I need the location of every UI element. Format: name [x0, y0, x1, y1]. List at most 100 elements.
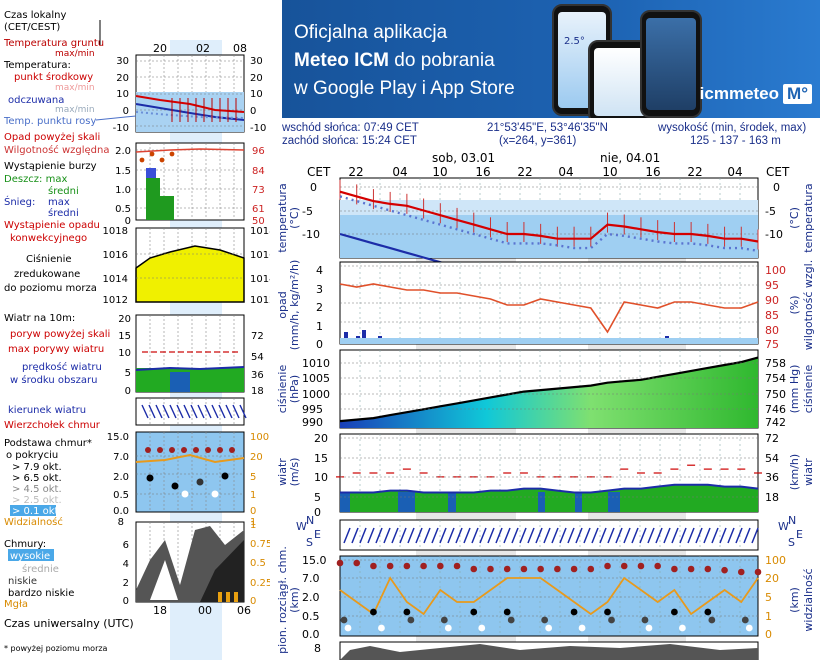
wind-arrow	[471, 527, 479, 544]
pressure-area	[135, 245, 245, 303]
wind-tick-r: 36	[765, 471, 779, 484]
pressure-axis-unit: (hPa)	[288, 375, 301, 403]
rh-line	[135, 148, 245, 153]
precip-tick: 0.5	[115, 204, 131, 215]
hour-tick: 04	[558, 165, 573, 179]
cloud-top-dot	[403, 562, 411, 570]
pressure-axis-unit-r: (mm Hg)	[788, 365, 801, 414]
wind-arrow	[359, 527, 367, 544]
hour-tick: 22	[687, 165, 702, 179]
utc-label: Czas uniwersalny (UTC)	[4, 617, 134, 630]
precip-tick: 1.0	[115, 185, 131, 196]
temp-tick-r: 0	[250, 106, 256, 117]
pressure-tick: 1016	[103, 250, 128, 261]
high-cloud-bg	[8, 549, 54, 561]
visibility-tick: 5	[250, 472, 256, 483]
wind-area-dark	[448, 492, 456, 512]
cloud-base-label2: o pokryciu	[6, 450, 58, 461]
temp-tick: 0	[123, 106, 129, 117]
humidity-label: Wilgotność względna	[4, 144, 109, 156]
temperature-label: Temperatura:	[3, 60, 71, 71]
wind-arrow	[743, 527, 751, 544]
visibility-tick: 5	[765, 591, 772, 604]
pressure-tick: 1014	[103, 274, 128, 285]
convective-label: Wystąpienie opadu	[4, 220, 100, 231]
pressure-tick-r: 754	[765, 372, 786, 385]
okta-label: > 6.5 okt.	[12, 473, 62, 484]
icmmeteo-logo: icmmeteo M°	[700, 84, 812, 104]
pressure-tick: 990	[302, 416, 323, 429]
wind-avg-label2: w środku obszaru	[10, 374, 97, 386]
cloud-area	[340, 644, 758, 660]
cloud-base-dot	[641, 616, 649, 624]
precip-tick: 0	[316, 338, 323, 351]
cloudbase-tick: 2.0	[302, 591, 320, 604]
visibility-tick: 100	[250, 432, 269, 443]
banner-line1: Oficjalna aplikacja	[294, 22, 448, 43]
temp-tick: 10	[116, 89, 129, 100]
bottom-tick: 18	[153, 604, 167, 617]
wind-arrow	[487, 527, 495, 544]
wind-dir-label: kierunek wiatru	[8, 405, 86, 416]
wind-arrow	[647, 527, 655, 544]
rain-mid-label: średni	[48, 185, 79, 197]
cloud-top-dot	[687, 565, 695, 573]
hour-tick: 16	[475, 165, 490, 179]
cloud-top-dot	[217, 447, 223, 453]
compass-label: E	[314, 528, 321, 541]
cloud-base-dot	[171, 482, 179, 490]
pressure-tick-r: 746	[765, 403, 786, 416]
top-tick: 20	[153, 42, 167, 55]
cloud-top-dot	[157, 447, 163, 453]
pressure-tick-r: 1018	[250, 226, 270, 237]
pressure-tick-r: 758	[765, 357, 786, 370]
hour-tick: 22	[517, 165, 532, 179]
pressure-label3: do poziomu morza	[4, 283, 97, 294]
temp-tick-r: 10	[250, 89, 263, 100]
rh-axis-label: wilgotność wzgl.	[802, 260, 815, 350]
wind-arrow	[559, 527, 567, 544]
clouds-tick-r: 1	[250, 520, 256, 531]
cloudbase-tick: 7.0	[113, 452, 129, 463]
rain-bar	[160, 196, 174, 220]
cloud-top-dot	[437, 562, 444, 570]
rh-tick: 50	[252, 216, 265, 227]
cloudbase-tick: 0.5	[113, 490, 129, 501]
okta-bg	[10, 505, 56, 516]
cloud-base-dot	[704, 608, 712, 616]
wind-tick: 10	[314, 471, 328, 484]
cloud-base-dot	[608, 616, 615, 624]
rh-tick: 61	[252, 204, 265, 215]
feels-like-label: odczuwana	[8, 95, 64, 106]
cloudbase-axis-label: pion. rozciągł. chm.	[276, 546, 289, 654]
cloud-base-dot	[671, 608, 678, 616]
mid-cloud-label: średnie	[22, 563, 59, 575]
wind-arrow	[141, 404, 149, 419]
app-banner[interactable]: Oficjalna aplikacja Meteo ICM do pobrani…	[282, 0, 820, 118]
precip-tick: 1.5	[115, 166, 131, 177]
wind-arrow	[479, 527, 487, 544]
pressure-tick-r: 1012	[250, 295, 270, 306]
wind-tick-r: 18	[251, 386, 264, 397]
cloud-top-dot	[229, 447, 235, 453]
rh-tick: 80	[765, 324, 779, 337]
wind-arrow	[511, 527, 519, 544]
pressure-tick-r: 1014	[250, 274, 270, 285]
cloud-top-dot	[554, 565, 561, 573]
cloud-base-dot	[507, 616, 515, 624]
wind-arrow	[711, 527, 719, 544]
compass-label: W	[778, 520, 789, 533]
precip-tick: 2	[316, 301, 323, 314]
cloud-base-dot	[470, 608, 478, 616]
sunrise: wschód słońca: 07:49 CET	[282, 122, 419, 134]
wind-arrow	[735, 527, 743, 544]
cloud-base-dot	[503, 608, 511, 616]
cloudbase-tick: 0.5	[302, 610, 320, 623]
visibility-tick: 100	[765, 554, 786, 567]
wind-area-dark	[538, 492, 545, 512]
cloud-top-dot	[737, 568, 745, 576]
cloud-base-dot	[545, 624, 553, 632]
wind-arrow	[655, 527, 663, 544]
wind-tick: 5	[314, 491, 321, 504]
cloud-base-dot	[578, 624, 586, 632]
